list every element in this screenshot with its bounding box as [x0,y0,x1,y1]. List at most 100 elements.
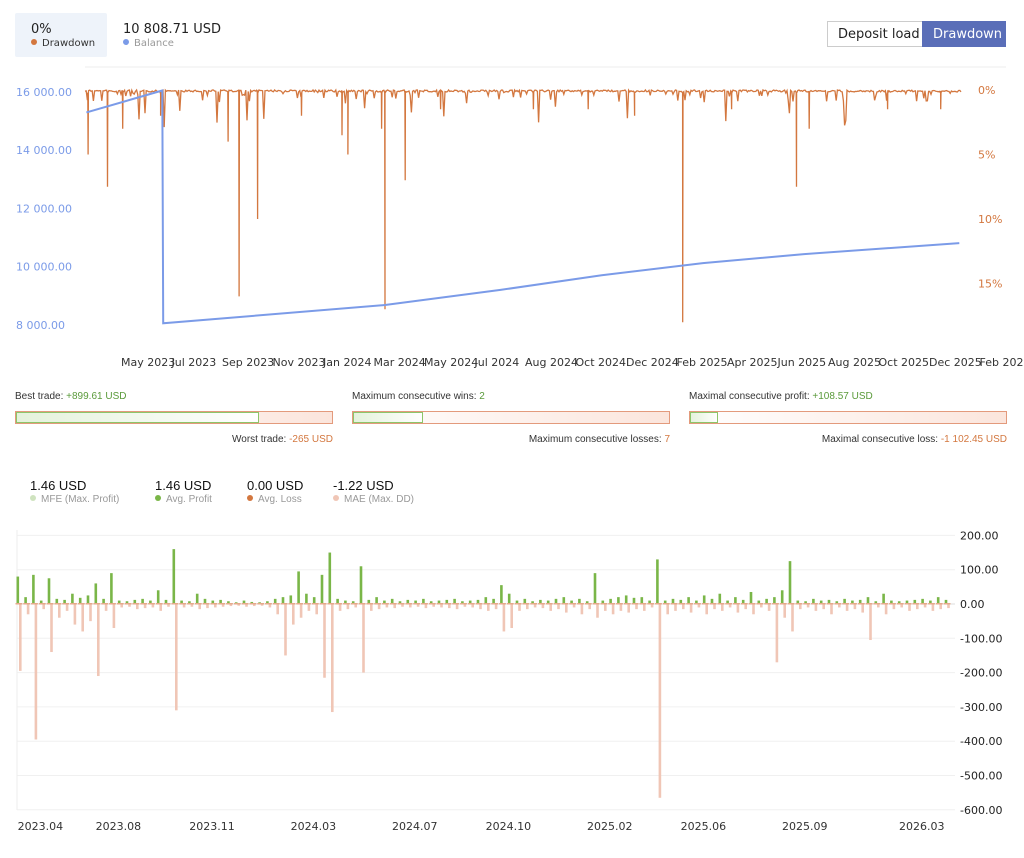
profit-bar [929,600,932,604]
legend-label: MAE (Max. DD) [344,494,414,505]
profit-bar [539,599,542,604]
mae-bar [510,604,513,629]
balance-line [86,89,960,325]
loss-mark [943,603,951,605]
loss-mark [670,603,678,605]
profit-bar [765,598,768,604]
mae-bar [565,604,568,613]
loss-mark [116,603,124,605]
loss-mark [241,603,249,605]
mae-bar [112,604,116,629]
loss-mark [421,603,428,605]
mae-bar [393,604,396,609]
stat-progress-fill [353,412,423,423]
loss-mark [694,603,701,605]
loss-mark [616,603,623,605]
mae-bar [892,604,896,610]
loss-mark [124,603,132,605]
mae-bar [26,604,30,615]
profit-bar [835,601,839,604]
mae-bar [346,604,350,610]
mae-bar [190,604,194,607]
profit-bar [726,600,729,604]
legend-value: 1.46 USD [155,478,212,493]
x-tick: 2025.02 [587,820,633,833]
profit-bar [398,601,402,604]
mae-bar [900,604,903,608]
loss-mark [288,603,296,605]
mae-bar [104,604,108,611]
mae-bar [479,604,482,610]
mae-bar [159,604,162,611]
mae-bar [276,604,279,615]
mae-bar [627,604,630,613]
loss-mark [62,603,70,605]
profit-bar [461,601,464,604]
profit-bar [141,598,144,604]
stat-label: Maximum consecutive losses: [528,434,665,445]
mae-bar [253,604,256,607]
stat-top-2: Maximal consecutive profit: +108.57 USD [689,391,873,402]
mae-bar [89,604,92,622]
mae-bar [877,604,880,608]
y-right-tick: 5% [978,149,995,162]
loss-mark [506,603,514,605]
mae-bar [767,604,771,611]
drawdown-button[interactable]: Drawdown [922,21,1006,47]
profit-bar [227,601,230,604]
balance-legend: Balance [123,38,174,49]
profit-bar [39,600,43,604]
loss-mark [467,603,475,605]
loss-mark [343,603,350,605]
profit-bar [94,583,98,604]
mae-bar [268,604,272,608]
mae-bar [611,604,615,615]
profit-bar [905,600,909,604]
legend-dot-icon [155,495,161,501]
profit-bar [492,598,495,604]
x-tick: 2024.10 [486,820,532,833]
loss-mark [787,603,795,605]
legend-dot-icon [30,495,36,501]
loss-mark [15,603,23,605]
loss-mark [850,603,857,605]
loss-mark [865,603,873,605]
y-left-tick: 12 000.00 [16,202,72,215]
profit-bar [414,600,417,604]
x-tick: May 2024 [424,356,478,369]
loss-mark [280,603,288,605]
x-tick: Dec 2024 [626,356,679,369]
profit-bar [429,601,433,604]
profit-bar [297,571,300,604]
profit-bar [211,600,215,604]
mae-bar [861,604,864,613]
stat-value: 7 [664,434,670,445]
mae-bar [939,604,942,610]
profit-bar [851,600,854,604]
loss-mark [85,603,93,605]
profit-bar [320,574,324,604]
mae-bar [650,604,654,608]
profit-bar [16,576,20,604]
loss-mark [194,603,202,605]
y-right-tick: 0% [978,84,995,97]
loss-mark [179,603,187,605]
mae-bar [34,604,38,740]
loss-mark [717,603,725,605]
profit-bar [531,601,534,604]
legend-value: 0.00 USD [247,478,304,493]
profit-bar [554,598,558,604]
loss-mark [413,603,421,605]
profit-bar [305,593,308,604]
loss-mark [171,603,179,605]
mae-bar [338,604,342,611]
mae-bar [424,604,428,609]
profit-bar [796,600,800,604]
loss-mark [655,603,662,605]
mae-bar [97,604,100,677]
mae-bar [315,604,318,615]
profit-bar [640,597,644,604]
loss-mark [639,603,647,605]
loss-mark [678,603,686,605]
loss-mark [795,603,803,605]
